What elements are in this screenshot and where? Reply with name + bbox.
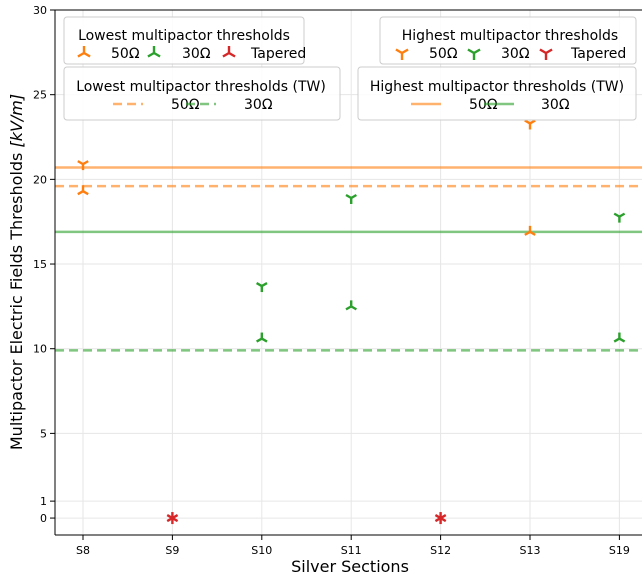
- y-tick-label: 10: [33, 343, 47, 356]
- legend-label: 50Ω: [429, 46, 458, 62]
- legend-lowest-tw: Lowest multipactor thresholds (TW) 50Ω 30Ω: [64, 67, 340, 120]
- legend-title: Lowest multipactor thresholds (TW): [76, 79, 326, 95]
- x-tick-label: S13: [520, 544, 541, 557]
- legend-label: 30Ω: [541, 97, 570, 113]
- x-tick-label: S19: [609, 544, 630, 557]
- y-tick-label: 5: [40, 427, 47, 440]
- x-tick-label: S10: [251, 544, 272, 557]
- legend-label: 30Ω: [182, 46, 211, 62]
- legend-highest: Highest multipactor thresholds 50Ω 30Ω Tape…: [380, 17, 636, 64]
- legend-lowest: Lowest multipactor thresholds 50Ω 30Ω Taper…: [64, 17, 306, 64]
- x-tick-label: S9: [165, 544, 179, 557]
- y-tick-label: 30: [33, 4, 47, 17]
- legend-label: 50Ω: [171, 97, 200, 113]
- legend-label: 50Ω: [111, 46, 140, 62]
- x-axis-title: Silver Sections: [291, 557, 409, 576]
- legend-title: Highest multipactor thresholds (TW): [370, 79, 624, 95]
- legend-title: Highest multipactor thresholds: [402, 28, 618, 44]
- x-tick-label: S11: [341, 544, 362, 557]
- legend-label: 30Ω: [501, 46, 530, 62]
- legend-label: Tapered: [250, 46, 306, 62]
- y-axis-title-unit: [kV/m]: [7, 94, 26, 148]
- legend-highest-tw: Highest multipactor thresholds (TW)50Ω 30…: [358, 67, 636, 120]
- legend-label: 30Ω: [244, 97, 273, 113]
- y-tick-label: 0: [40, 512, 47, 525]
- x-tick-label: S8: [76, 544, 90, 557]
- y-tick-label: 1: [40, 495, 47, 508]
- y-tick-label: 20: [33, 173, 47, 186]
- y-axis-title-text: Multipactor Electric Fields Thresholds: [7, 148, 26, 451]
- x-tick-label: S12: [430, 544, 451, 557]
- legend-title: Lowest multipactor thresholds: [78, 28, 290, 44]
- y-tick-label: 15: [33, 258, 47, 271]
- legend-label: Tapered: [570, 46, 626, 62]
- y-tick-label: 25: [33, 89, 47, 102]
- y-axis-title: Multipactor Electric Fields Thresholds […: [7, 94, 26, 450]
